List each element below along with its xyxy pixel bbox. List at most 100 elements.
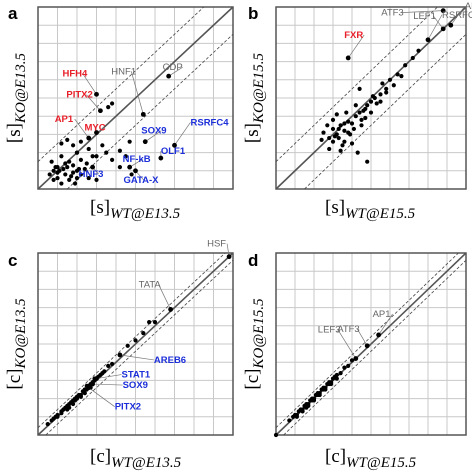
data-point <box>355 150 360 155</box>
annotation-label: AREB6 <box>154 355 186 366</box>
data-point <box>334 112 339 117</box>
annotated-point <box>140 111 146 117</box>
data-point <box>346 363 351 368</box>
annotation-leader <box>130 71 144 115</box>
data-point <box>63 172 68 177</box>
data-point <box>304 405 309 410</box>
annotated-point <box>158 155 164 161</box>
data-point <box>51 416 56 421</box>
upper-band-line <box>37 6 205 162</box>
data-point <box>47 172 52 177</box>
data-point <box>346 119 351 124</box>
data-point <box>72 398 78 403</box>
data-point <box>51 168 56 173</box>
data-point <box>342 128 347 133</box>
data-point <box>410 55 415 61</box>
data-point <box>361 108 366 113</box>
annotation-leader <box>427 14 443 40</box>
annotation-label: ATF3 <box>381 8 404 19</box>
panel-label: b <box>248 4 258 23</box>
annotation-label: LEF1 <box>413 11 436 22</box>
annotated-point <box>376 332 381 338</box>
annotation-leader <box>86 94 101 111</box>
data-point <box>117 148 122 153</box>
data-point <box>368 99 374 104</box>
data-point <box>365 103 370 108</box>
data-point <box>416 48 421 53</box>
data-point <box>125 343 130 348</box>
upper-band-line <box>275 6 438 162</box>
data-point <box>353 114 358 119</box>
data-point <box>327 381 332 387</box>
annotation-leader <box>337 329 357 359</box>
data-point <box>67 159 72 164</box>
annotated-point <box>448 22 454 28</box>
data-point <box>374 101 379 106</box>
annotation-label: HFH4 <box>63 68 89 79</box>
data-point <box>82 391 87 396</box>
data-point <box>359 117 364 122</box>
annotation-leader <box>92 383 123 386</box>
x-axis-label: [c]WT@E13.5 <box>90 446 182 471</box>
annotation-leader <box>356 328 368 346</box>
data-point <box>332 134 337 139</box>
annotation-label: SOX9 <box>141 126 166 137</box>
panel-label: a <box>8 4 18 23</box>
data-point <box>55 175 60 181</box>
data-point <box>338 148 343 153</box>
data-point <box>72 181 78 186</box>
x-axis-label: [s]WT@E15.5 <box>325 197 416 222</box>
data-point <box>315 392 320 398</box>
data-point <box>61 166 66 172</box>
data-point <box>84 161 89 166</box>
annotation-leader <box>158 284 171 310</box>
data-point <box>336 135 341 141</box>
annotations: HFH4 PITX2 AP1 MYC HNF1 CDP SOX9 RSRFC4 OLF1 NF-k… <box>55 62 230 186</box>
data-point <box>365 159 370 164</box>
annotation-leader <box>401 10 444 13</box>
data-point <box>403 63 408 68</box>
data-point <box>310 398 315 403</box>
scatter-points <box>47 74 177 186</box>
data-point <box>94 177 99 182</box>
data-point <box>59 154 64 159</box>
annotated-point <box>98 108 103 114</box>
data-point <box>55 414 60 419</box>
annotation-label: OLF1 <box>161 146 186 157</box>
upper-band-line <box>37 252 226 429</box>
annotated-point <box>127 164 133 170</box>
annotated-point <box>90 164 95 170</box>
annotation-label: TATA <box>139 279 162 290</box>
data-point <box>74 150 80 155</box>
annotations: FXR ATF3 LEF1 AP1RSRFC1 <box>344 1 472 61</box>
data-point <box>74 175 80 181</box>
identity-line <box>37 6 234 190</box>
panel-b: FXR ATF3 LEF1 AP1RSRFC1 b [s]WT@E15.5 [s]KO@E1… <box>242 1 472 222</box>
data-point <box>110 361 115 367</box>
annotation-label: AP1 <box>55 114 74 125</box>
data-point <box>287 418 292 423</box>
annotation-label: ATF3 <box>337 324 360 335</box>
data-point <box>294 414 299 419</box>
data-point <box>51 177 56 182</box>
data-point <box>127 139 132 144</box>
annotated-point <box>172 142 177 148</box>
annotation-label: AP1 <box>373 309 391 320</box>
data-point <box>141 330 146 336</box>
data-point <box>78 394 83 399</box>
x-axis-label: [s]WT@E13.5 <box>90 197 181 222</box>
annotated-point <box>142 139 148 145</box>
data-point <box>334 376 339 381</box>
data-point <box>391 83 396 88</box>
annotation-label: HNF1 <box>111 66 136 77</box>
annotated-point <box>166 73 172 79</box>
lower-band-line <box>66 34 234 190</box>
data-point <box>147 320 152 325</box>
annotation-label: AP1 <box>465 1 472 12</box>
data-point <box>349 358 355 363</box>
annotation-label: PITX2 <box>115 402 141 413</box>
